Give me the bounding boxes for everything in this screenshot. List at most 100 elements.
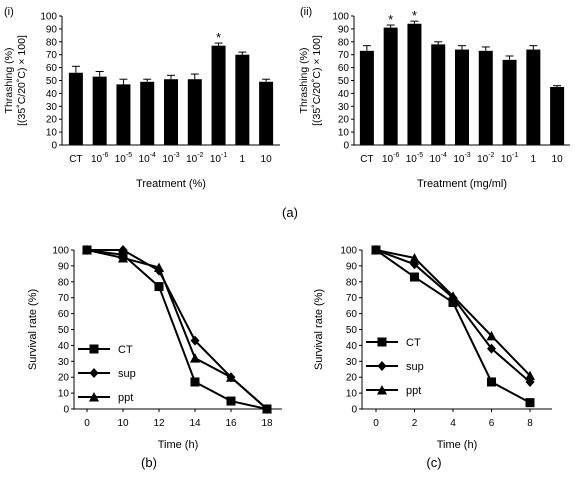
x-tick-exponent: -6 [102, 152, 108, 159]
x-tick-exponent: -6 [393, 152, 399, 159]
x-tick-base: 10 [210, 154, 222, 165]
y-tick-label: 50 [338, 76, 350, 87]
marker-square [410, 272, 419, 282]
y-tick-label: 100 [340, 246, 357, 257]
caption-b: (b) [141, 455, 157, 470]
marker-diamond [487, 343, 496, 354]
bar [359, 50, 374, 145]
x-tick-label: 10-6 [91, 152, 108, 165]
x-tick-exponent: -3 [464, 152, 470, 159]
y-tick-label: 0 [351, 405, 357, 416]
significance-marker: * [388, 12, 393, 27]
x-axis-label: Time (h) [437, 439, 478, 451]
y-tick-label: 10 [58, 389, 70, 400]
marker-diamond [89, 368, 99, 378]
x-tick-label: 2 [412, 418, 418, 429]
marker-square [377, 337, 387, 347]
bar [550, 86, 565, 145]
y-tick-label: 60 [338, 63, 350, 74]
marker-diamond [190, 335, 200, 346]
y-tick-label: 100 [332, 12, 349, 23]
y-tick-label: 40 [346, 341, 358, 352]
x-tick-label: 10 [117, 418, 129, 429]
y-tick-label: 10 [346, 389, 358, 400]
series-line-ppt [86, 249, 268, 410]
x-tick-label: 10-4 [139, 152, 156, 165]
series-line-ppt [375, 249, 531, 377]
y-axis-label: Thrashing (%)[(35˚C/20˚C) × 100] [298, 35, 323, 126]
x-tick-label: 10-2 [477, 152, 494, 165]
x-tick-exponent: -5 [126, 152, 132, 159]
y-axis-label: Survival rate (%) [27, 289, 39, 370]
y-tick-label: 0 [343, 141, 349, 152]
marker-triangle [82, 245, 92, 255]
x-tick-base: 1 [240, 154, 246, 165]
bar [259, 81, 274, 145]
x-tick-label: 10-1 [501, 152, 518, 165]
x-tick-label: 16 [225, 418, 237, 429]
x-tick-exponent: -2 [488, 152, 494, 159]
marker-triangle [89, 392, 99, 402]
y-tick-label: 70 [46, 50, 58, 61]
x-tick-label: 0 [84, 418, 90, 429]
x-tick-base: 10 [139, 154, 151, 165]
bar [164, 79, 178, 145]
bar [187, 79, 202, 145]
y-tick-label: 40 [58, 341, 70, 352]
x-axis-label: Time (h) [158, 439, 199, 451]
x-tick-label: 18 [261, 418, 273, 429]
y-tick-label: 0 [51, 141, 57, 152]
marker-diamond [118, 245, 128, 255]
y-axis-label-line2: [(35˚C/20˚C) × 100] [16, 35, 28, 126]
legend-label: CT [406, 337, 421, 349]
y-tick-label: 90 [46, 24, 58, 35]
x-tick-base: 10 [261, 154, 273, 165]
y-tick-label: 50 [346, 325, 358, 336]
bar [431, 44, 446, 145]
y-tick-label: 0 [63, 405, 69, 416]
y-tick-label: 100 [52, 246, 69, 257]
bar [92, 76, 107, 145]
x-tick-base: 10 [382, 154, 394, 165]
x-tick-exponent: -5 [417, 152, 423, 159]
marker-triangle [377, 385, 387, 395]
legend-label: sup [406, 361, 424, 373]
y-tick-label: 70 [338, 50, 350, 61]
x-tick-base: 10 [186, 154, 198, 165]
x-tick-label: 0 [373, 418, 379, 429]
caption-a: (a) [282, 205, 298, 220]
x-axis-label: Treatment (mg/ml) [417, 178, 507, 190]
y-tick-label: 60 [58, 309, 70, 320]
marker-triangle [371, 245, 381, 255]
line-chart-c: 0 10 20 30 40 50 60 70 80 90 100 0 2 4 6 8 Survival rate… [313, 245, 552, 451]
bar [235, 54, 250, 146]
y-tick-label: 70 [58, 293, 70, 304]
y-tick-label: 80 [346, 277, 358, 288]
y-tick-label: 40 [46, 89, 58, 100]
marker-square [487, 377, 496, 387]
marker-triangle [486, 330, 497, 341]
marker-triangle [190, 353, 200, 363]
y-tick-label: 90 [58, 261, 70, 272]
marker-triangle [226, 372, 236, 382]
y-tick-label: 20 [346, 373, 358, 384]
y-tick-label: 90 [338, 24, 350, 35]
x-tick-label: 12 [153, 418, 165, 429]
bar [68, 72, 83, 145]
caption-c: (c) [426, 455, 441, 470]
marker-triangle [525, 370, 535, 381]
x-tick-label: 6 [489, 418, 495, 429]
x-tick-base: 10 [406, 154, 418, 165]
x-tick-exponent: -4 [150, 152, 156, 159]
y-axis-label: Survival rate (%) [313, 289, 325, 370]
x-tick-base: 10 [91, 154, 103, 165]
y-tick-label: 20 [58, 373, 70, 384]
series-line-CT [86, 249, 268, 410]
y-tick-label: 40 [338, 89, 350, 100]
y-tick-label: 80 [46, 37, 58, 48]
x-tick-exponent: -1 [512, 152, 518, 159]
x-tick-exponent: -1 [221, 152, 227, 159]
marker-square [190, 377, 200, 387]
